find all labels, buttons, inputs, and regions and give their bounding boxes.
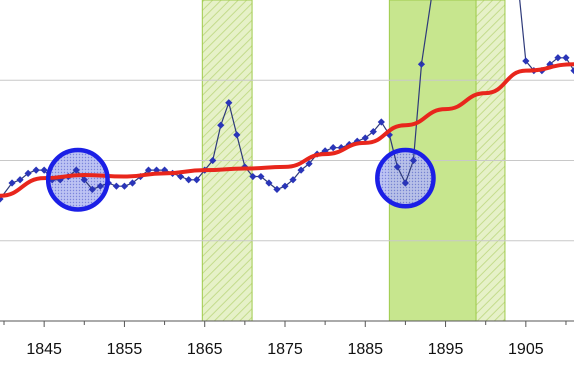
annotation-circles	[48, 150, 434, 210]
raw-point-29	[233, 131, 241, 139]
raw-point-51	[409, 156, 418, 165]
raw-point-36	[289, 176, 297, 184]
raw-point-11	[88, 185, 96, 193]
trend-line	[0, 62, 574, 198]
raw-tail-point-1	[522, 57, 530, 65]
raw-point-38	[305, 160, 313, 168]
raw-point-33	[265, 179, 273, 187]
raw-point-35	[281, 182, 289, 190]
raw-point-47	[377, 118, 385, 126]
raw-point-28	[225, 99, 233, 107]
raw-point-50	[401, 179, 410, 187]
raw-point-2	[16, 176, 24, 184]
raw-point-5	[40, 166, 48, 174]
raw-point-15	[120, 182, 129, 190]
raw-point-49	[393, 163, 401, 171]
x-tick-label-5: 1895	[428, 341, 464, 358]
raw-point-23	[185, 176, 193, 184]
raw-point-10	[80, 176, 88, 184]
raw-point-31	[249, 172, 257, 181]
x-tick-label-6: 1905	[508, 341, 544, 358]
raw-point-34	[273, 185, 281, 193]
annotation-circle-fill-1	[377, 150, 434, 207]
raw-spike-line	[420, 0, 432, 65]
raw-point-45	[361, 134, 369, 142]
x-tick-label-1: 1855	[107, 341, 143, 358]
annotation-circle-0	[45, 147, 110, 212]
x-tick-label-3: 1875	[267, 341, 303, 358]
raw-point-26	[209, 156, 217, 165]
raw-tail-point-6	[562, 54, 570, 62]
raw-tail-point-5	[554, 54, 562, 62]
x-tick-label-2: 1865	[187, 341, 223, 358]
raw-point-42	[337, 144, 345, 152]
raw-point-14	[112, 182, 121, 190]
raw-point-9	[72, 166, 80, 174]
raw-point-27	[217, 121, 225, 129]
raw-point-41	[329, 144, 337, 152]
x-tick-label-4: 1885	[347, 341, 383, 358]
trend-series	[0, 62, 574, 198]
x-tick-labels: 1845 1855 1865 1875 1885 1895 1905	[26, 341, 543, 358]
raw-point-12	[96, 182, 104, 190]
x-tick-label-0: 1845	[26, 341, 62, 358]
raw-point-3	[24, 169, 32, 177]
raw-point-4	[32, 166, 40, 174]
annotation-circle-outlines	[45, 147, 436, 212]
raw-point-24	[193, 176, 201, 184]
annotation-circle-1	[375, 147, 436, 209]
raw-point-16	[128, 179, 137, 187]
raw-point-18	[144, 166, 153, 174]
x-axis-ticks	[3, 321, 567, 327]
raw-point-32	[257, 172, 265, 181]
raw-point-46	[369, 128, 377, 136]
raw-point-37	[297, 166, 305, 174]
annotation-circle-fill-0	[48, 150, 108, 210]
raw-point-22	[177, 172, 185, 181]
raw-tail-point-7	[570, 67, 574, 75]
raw-point-1	[8, 179, 16, 187]
